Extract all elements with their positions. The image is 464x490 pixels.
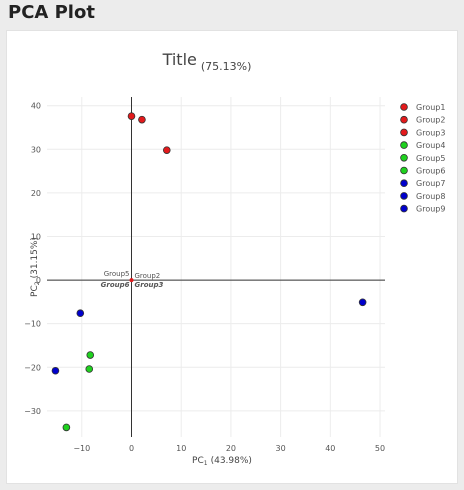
origin-annotation: Group3 (135, 281, 164, 289)
chart-title: Title (75.13%) (162, 50, 252, 73)
y-tick-label: −10 (24, 320, 41, 329)
legend-item[interactable]: Group9 (400, 204, 446, 214)
grid (47, 97, 385, 437)
axes: −10 0 10 20 30 40 50 −30 −20 −10 0 10 20 30 40 (24, 97, 385, 453)
data-points (51, 112, 367, 432)
data-point (76, 309, 85, 318)
x-tick-label: 30 (276, 444, 286, 453)
x-tick-label: 10 (176, 444, 186, 453)
legend-marker (400, 141, 408, 149)
legend-marker (400, 179, 408, 188)
data-point (138, 115, 146, 124)
legend-label: Group6 (416, 167, 445, 176)
x-tick-label: 40 (325, 444, 335, 453)
legend-marker (400, 154, 408, 162)
x-axis-label-text: PC (192, 456, 204, 466)
y-tick-label: −30 (24, 407, 41, 416)
origin-annotation: Group6 (101, 281, 130, 289)
origin-annotation: Group2 (135, 272, 161, 280)
legend-item[interactable]: Group8 (400, 192, 446, 201)
legend-item[interactable]: Group2 (400, 115, 446, 125)
y-tick-label: 30 (31, 145, 41, 154)
legend-marker (400, 204, 408, 213)
legend-marker (400, 128, 408, 137)
legend-label: Group3 (416, 128, 445, 137)
y-tick-label: 40 (31, 102, 41, 111)
origin-marker (129, 278, 134, 283)
legend-label: Group4 (416, 141, 445, 150)
origin-annotation: Group5 (104, 270, 130, 278)
data-point (358, 298, 367, 307)
y-axis-label: PC2 (31.15%) (30, 237, 41, 297)
legend-label: Group8 (416, 192, 445, 201)
x-axis-label-sub: 1 (204, 460, 208, 467)
origin-annotations: Group5 Group2 Group6 Group3 (101, 270, 164, 289)
x-tick-label: −10 (73, 444, 90, 453)
legend-marker (400, 192, 408, 200)
legend-item[interactable]: Group1 (400, 103, 446, 112)
data-point (86, 351, 95, 359)
y-axis-label-sub: 2 (34, 281, 41, 285)
data-point (62, 423, 71, 432)
x-axis-label: PC1 (43.98%) (192, 456, 252, 467)
data-point (162, 146, 171, 154)
legend-label: Group1 (416, 103, 445, 112)
page-title: PCA Plot (8, 2, 95, 23)
data-point (51, 366, 60, 375)
x-tick-label: 0 (129, 444, 134, 453)
chart-title-note: (75.13%) (201, 60, 252, 73)
x-tick-label: 20 (226, 444, 236, 453)
data-point (127, 112, 136, 120)
chart-title-text: Title (162, 50, 197, 69)
legend-label: Group5 (416, 154, 445, 163)
x-axis-label-pct: (43.98%) (211, 456, 252, 466)
y-tick-label: −20 (24, 363, 41, 372)
y-tick-label: 10 (31, 232, 41, 241)
x-tick-label: 50 (375, 444, 385, 453)
legend-item[interactable]: Group4 (400, 141, 446, 150)
data-point (85, 365, 94, 373)
legend-label: Group9 (416, 205, 445, 214)
legend-item[interactable]: Group7 (400, 179, 446, 188)
legend-item[interactable]: Group3 (400, 128, 446, 137)
legend-label: Group2 (416, 116, 445, 125)
legend[interactable]: Group1 Group2 Group3 Group4 Group5 Group6 Grou… (400, 103, 446, 214)
legend-item[interactable]: Group5 (400, 154, 446, 163)
legend-marker (400, 103, 408, 111)
legend-item[interactable]: Group6 (400, 166, 446, 176)
chart-panel: −10 0 10 20 30 40 50 −30 −20 −10 0 10 20 30 40 Group5 G… (6, 30, 458, 484)
y-axis-label-text: PC (30, 285, 40, 297)
y-tick-label: 20 (31, 189, 41, 198)
legend-label: Group7 (416, 179, 445, 188)
legend-marker (400, 166, 408, 175)
y-axis-label-pct: (31.15%) (30, 237, 40, 278)
legend-marker (400, 115, 408, 124)
y-tick-label: 0 (36, 276, 41, 285)
